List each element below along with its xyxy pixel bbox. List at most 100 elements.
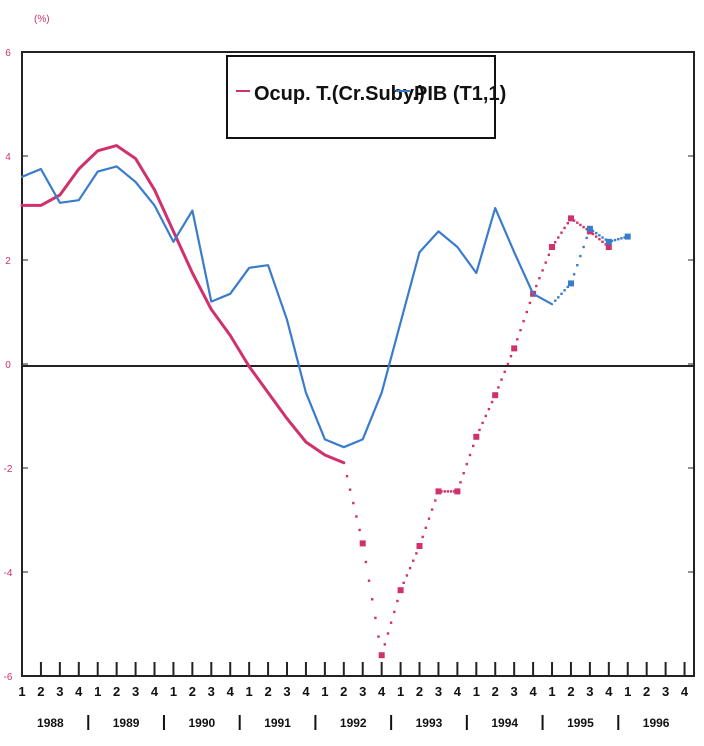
- y-tick-label: -6: [4, 672, 13, 683]
- forecast-point-0: [427, 517, 431, 520]
- forecast-point-0: [434, 499, 437, 502]
- x-quarter-label: 2: [37, 684, 44, 699]
- x-quarter-label: 4: [227, 684, 235, 699]
- series-line-0: [20, 144, 346, 465]
- forecast-point-0: [352, 501, 355, 505]
- forecast-point-1: [557, 296, 560, 299]
- legend-label-ocup: Ocup. T.(Cr.Suby.): [254, 83, 425, 105]
- forecast-point-0: [386, 632, 390, 635]
- forecast-point-1: [563, 289, 566, 292]
- forecast-point-0: [492, 392, 499, 399]
- forecast-point-1: [554, 299, 557, 302]
- forecast-point-0: [453, 490, 456, 493]
- forecast-point-1: [560, 292, 563, 295]
- forecast-point-0: [473, 433, 480, 440]
- forecast-point-0: [378, 652, 385, 659]
- x-quarter-label: 3: [208, 684, 215, 699]
- x-quarter-label: 2: [189, 684, 196, 699]
- x-quarter-label: 2: [113, 684, 120, 699]
- forecast-point-0: [604, 243, 607, 246]
- legend-item-pib: PIB (T1,1): [396, 83, 506, 106]
- forecast-point-0: [459, 481, 462, 484]
- x-year-label: 1991: [264, 716, 291, 730]
- x-year-label: 1992: [340, 716, 367, 730]
- forecast-point-0: [585, 228, 588, 231]
- x-year-label: 1989: [113, 716, 140, 730]
- forecast-point-1: [576, 264, 579, 267]
- forecast-point-0: [557, 236, 560, 239]
- forecast-point-0: [393, 610, 396, 614]
- series-line-1: [20, 165, 554, 449]
- forecast-point-1: [591, 229, 595, 233]
- forecast-point-0: [412, 559, 415, 562]
- forecast-point-0: [484, 414, 487, 418]
- forecast-point-1: [604, 238, 607, 241]
- forecast-point-0: [415, 552, 418, 555]
- forecast-point-0: [405, 574, 409, 577]
- forecast-point-0: [538, 277, 541, 280]
- forecast-point-0: [566, 222, 569, 225]
- forecast-point-0: [516, 338, 519, 341]
- x-quarter-label: 3: [586, 684, 593, 699]
- forecast-point-0: [528, 301, 532, 305]
- forecast-point-0: [560, 231, 563, 234]
- forecast-point-0: [506, 362, 510, 366]
- forecast-point-0: [549, 244, 555, 250]
- y-tick-label: 0: [5, 360, 11, 371]
- forecast-point-1: [610, 239, 614, 243]
- forecast-point-0: [605, 244, 612, 250]
- y-tick-label: -4: [4, 568, 13, 579]
- forecast-point-0: [519, 329, 522, 332]
- x-quarter-label: 1: [246, 684, 253, 699]
- x-year-label: 1988: [37, 716, 64, 730]
- x-quarter-label: 4: [378, 684, 386, 699]
- y-tick-label: 4: [5, 152, 11, 163]
- forecast-point-0: [359, 540, 366, 547]
- x-quarter-label: 3: [56, 684, 63, 699]
- x-year-labels: 1988 1989 1990 1991 1992 1993 1994 1995 1996: [37, 715, 670, 730]
- forecast-point-0: [402, 581, 405, 584]
- forecast-point-0: [582, 225, 585, 229]
- forecast-point-0: [472, 444, 475, 448]
- forecast-point-1: [579, 254, 582, 258]
- forecast-point-0: [579, 223, 582, 227]
- forecast-point-0: [576, 221, 579, 224]
- forecast-point-0: [554, 241, 557, 244]
- forecast-point-0: [424, 526, 427, 529]
- forecast-point-0: [462, 472, 465, 475]
- forecast-point-1: [566, 285, 569, 289]
- forecast-point-0: [430, 508, 434, 511]
- forecast-point-0: [535, 284, 538, 288]
- x-year-label: 1996: [643, 716, 670, 730]
- forecast-point-1: [624, 233, 631, 240]
- x-quarter-label: 1: [94, 684, 101, 699]
- x-quarter-label: 1: [321, 684, 328, 699]
- y-tick-label: 6: [5, 48, 11, 59]
- x-quarter-label: 1: [397, 684, 404, 699]
- forecast-point-1: [568, 280, 574, 287]
- forecast-point-0: [595, 235, 598, 238]
- forecast-point-0: [396, 599, 399, 603]
- legend: Ocup. T.(Cr.Suby.) PIB (T1,1): [226, 55, 506, 139]
- x-quarter-label: 2: [643, 684, 650, 699]
- forecast-point-0: [598, 238, 601, 241]
- x-quarter-label: 1: [18, 684, 25, 699]
- series-1: [20, 165, 631, 449]
- forecast-point-0: [497, 386, 500, 389]
- forecast-point-0: [541, 269, 544, 272]
- forecast-point-0: [591, 232, 595, 236]
- forecast-point-0: [544, 261, 547, 264]
- forecast-point-0: [572, 219, 576, 222]
- forecast-point-0: [355, 515, 358, 518]
- forecast-point-0: [371, 598, 374, 601]
- x-quarter-label: 3: [283, 684, 290, 699]
- forecast-point-0: [478, 428, 481, 432]
- forecast-point-0: [416, 543, 423, 549]
- forecast-point-1: [623, 236, 626, 239]
- forecast-point-0: [454, 488, 461, 495]
- x-quarter-label: 4: [75, 684, 83, 699]
- x-axis-ticks: [21, 662, 686, 676]
- x-quarter-label: 1: [473, 684, 480, 699]
- forecast-point-0: [500, 378, 503, 381]
